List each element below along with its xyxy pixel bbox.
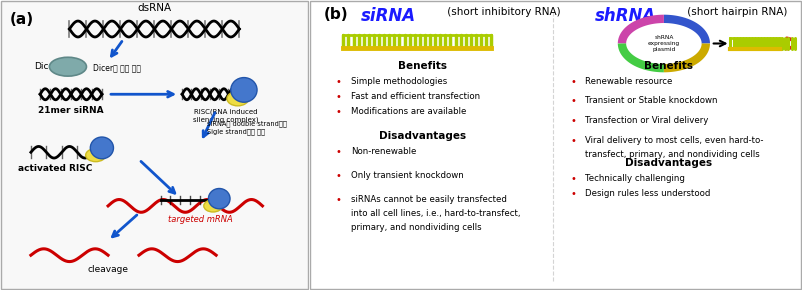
Text: •: • bbox=[570, 136, 576, 146]
Text: cleavage: cleavage bbox=[87, 265, 128, 274]
Text: siRNA의 double strand에서
Sigle strand로의 해리: siRNA의 double strand에서 Sigle strand로의 해리 bbox=[207, 120, 287, 135]
Ellipse shape bbox=[231, 77, 257, 102]
Text: Non-renewable: Non-renewable bbox=[350, 147, 416, 156]
Text: •: • bbox=[570, 97, 576, 106]
Text: •: • bbox=[336, 195, 342, 205]
Text: •: • bbox=[336, 147, 342, 157]
Text: (a): (a) bbox=[10, 12, 34, 27]
Text: 21mer siRNA: 21mer siRNA bbox=[38, 106, 103, 115]
FancyBboxPatch shape bbox=[310, 1, 801, 289]
Text: primary, and nondividing cells: primary, and nondividing cells bbox=[350, 223, 481, 232]
Text: •: • bbox=[336, 107, 342, 117]
Text: •: • bbox=[336, 77, 342, 87]
Text: Benefits: Benefits bbox=[644, 61, 693, 71]
Text: •: • bbox=[570, 116, 576, 126]
Ellipse shape bbox=[209, 188, 230, 209]
Text: into all cell lines, i.e., hard-to-transfect,: into all cell lines, i.e., hard-to-trans… bbox=[350, 209, 520, 218]
Ellipse shape bbox=[91, 137, 113, 159]
Text: shRNA
expressing
plasmid: shRNA expressing plasmid bbox=[648, 35, 680, 52]
Text: (short hairpin RNA): (short hairpin RNA) bbox=[683, 7, 787, 17]
Text: Disadvantages: Disadvantages bbox=[379, 131, 466, 141]
Text: Transient or Stable knockdown: Transient or Stable knockdown bbox=[585, 97, 718, 106]
Text: Modifications are available: Modifications are available bbox=[350, 107, 466, 116]
Text: Transfection or Viral delivery: Transfection or Viral delivery bbox=[585, 116, 708, 125]
Text: Design rules less understood: Design rules less understood bbox=[585, 189, 711, 198]
Text: •: • bbox=[336, 92, 342, 102]
Text: transfect, primary, and nondividing cells: transfect, primary, and nondividing cell… bbox=[585, 150, 759, 159]
Ellipse shape bbox=[204, 200, 222, 212]
Text: •: • bbox=[336, 171, 342, 181]
Text: RISC(RNA induced
silencing complex): RISC(RNA induced silencing complex) bbox=[192, 109, 258, 123]
Ellipse shape bbox=[86, 148, 106, 162]
Text: targeted mRNA: targeted mRNA bbox=[168, 215, 233, 224]
Text: Dicer에 의한 절단: Dicer에 의한 절단 bbox=[92, 64, 140, 73]
Text: activated RISC: activated RISC bbox=[18, 164, 93, 173]
Text: Simple methodologies: Simple methodologies bbox=[350, 77, 447, 86]
Text: Disadvantages: Disadvantages bbox=[626, 158, 712, 168]
Text: Renewable resource: Renewable resource bbox=[585, 77, 672, 86]
Text: shRNA: shRNA bbox=[595, 7, 656, 25]
Text: Dicer: Dicer bbox=[34, 62, 58, 71]
Text: •: • bbox=[570, 189, 576, 199]
Text: dsRNA: dsRNA bbox=[137, 3, 172, 13]
Text: Only transient knockdown: Only transient knockdown bbox=[350, 171, 464, 180]
Text: siRNAs cannot be easily transfected: siRNAs cannot be easily transfected bbox=[350, 195, 507, 204]
Text: Viral delivery to most cells, even hard-to-: Viral delivery to most cells, even hard-… bbox=[585, 136, 764, 145]
Text: Benefits: Benefits bbox=[398, 61, 447, 71]
Ellipse shape bbox=[50, 57, 87, 76]
Text: •: • bbox=[570, 174, 576, 184]
Text: (short inhibitory RNA): (short inhibitory RNA) bbox=[444, 7, 561, 17]
Text: (b): (b) bbox=[323, 7, 348, 22]
Ellipse shape bbox=[227, 91, 249, 106]
Text: siRNA: siRNA bbox=[361, 7, 415, 25]
FancyBboxPatch shape bbox=[1, 1, 308, 289]
Text: •: • bbox=[570, 77, 576, 87]
Text: Fast and efficient transfection: Fast and efficient transfection bbox=[350, 92, 480, 101]
Text: Technically challenging: Technically challenging bbox=[585, 174, 685, 183]
